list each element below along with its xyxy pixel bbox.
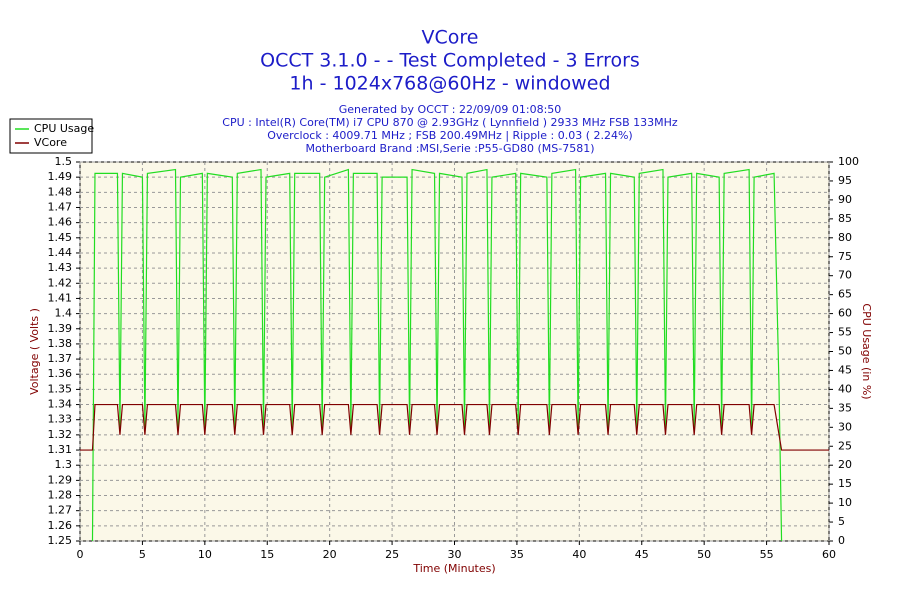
y-tick-label: 1.38: [48, 337, 73, 350]
y-tick-label: 1.26: [48, 519, 73, 532]
y-tick-label: 1.25: [48, 534, 73, 547]
chart-title: OCCT 3.1.0 - - Test Completed - 3 Errors: [260, 50, 640, 72]
y2-tick-label: 85: [838, 212, 852, 225]
y2-tick-label: 60: [838, 307, 852, 320]
y-axis-label: Voltage ( Volts ): [28, 308, 41, 395]
data-line: [91, 168, 783, 542]
chart-subtitle: Overclock : 4009.71 MHz ; FSB 200.49MHz …: [267, 129, 632, 142]
x-tick-label: 25: [385, 548, 399, 561]
x-tick-label: 15: [260, 548, 274, 561]
y2-tick-label: 40: [838, 382, 852, 395]
y-tick-label: 1.5: [55, 155, 73, 168]
x-tick-label: 20: [323, 548, 337, 561]
y2-tick-label: 80: [838, 231, 852, 244]
y2-tick-label: 100: [838, 155, 859, 168]
y2-tick-label: 30: [838, 420, 852, 433]
x-tick-label: 10: [198, 548, 212, 561]
y2-tick-label: 50: [838, 345, 852, 358]
x-tick-label: 30: [448, 548, 462, 561]
chart-title: 1h - 1024x768@60Hz - windowed: [289, 73, 610, 95]
legend-label: CPU Usage: [34, 122, 94, 135]
x-tick-label: 50: [697, 548, 711, 561]
y-tick-label: 1.48: [48, 185, 73, 198]
y2-tick-label: 5: [838, 515, 845, 528]
y-tick-label: 1.3: [55, 458, 73, 471]
plot-area: [79, 161, 830, 542]
y-tick-label: 1.31: [48, 443, 73, 456]
y-tick-label: 1.43: [48, 261, 73, 274]
y-tick-label: 1.28: [48, 489, 73, 502]
x-tick-label: 45: [635, 548, 649, 561]
y2-tick-label: 15: [838, 477, 852, 490]
y-tick-label: 1.45: [48, 231, 73, 244]
y-tick-label: 1.34: [48, 398, 73, 411]
x-tick-label: 35: [510, 548, 524, 561]
y2-tick-label: 70: [838, 269, 852, 282]
y2-tick-label: 0: [838, 534, 845, 547]
y2-tick-label: 65: [838, 288, 852, 301]
y2-tick-label: 10: [838, 496, 852, 509]
chart-subtitle: CPU : Intel(R) Core(TM) i7 CPU 870 @ 2.9…: [222, 116, 678, 129]
y2-tick-label: 35: [838, 401, 852, 414]
chart-title: VCore: [422, 27, 479, 49]
y-tick-label: 1.32: [48, 428, 73, 441]
y-tick-label: 1.47: [48, 200, 73, 213]
y-tick-label: 1.44: [48, 246, 73, 259]
y-tick-label: 1.36: [48, 367, 73, 380]
y2-tick-label: 95: [838, 174, 852, 187]
y-tick-label: 1.49: [48, 170, 73, 183]
y-tick-label: 1.35: [48, 382, 73, 395]
x-tick-label: 60: [822, 548, 836, 561]
y2-tick-label: 90: [838, 193, 852, 206]
y2-tick-label: 25: [838, 439, 852, 452]
x-tick-label: 40: [572, 548, 586, 561]
y-tick-label: 1.4: [55, 307, 73, 320]
y-tick-label: 1.33: [48, 413, 73, 426]
chart-subtitle: Generated by OCCT : 22/09/09 01:08:50: [339, 103, 562, 116]
x-tick-label: 55: [760, 548, 774, 561]
y-tick-label: 1.39: [48, 322, 73, 335]
x-tick-label: 5: [139, 548, 146, 561]
x-axis-label: Time (Minutes): [412, 562, 495, 575]
y-tick-label: 1.46: [48, 216, 73, 229]
x-tick-label: 0: [77, 548, 84, 561]
data-line: [80, 403, 829, 451]
y2-tick-label: 20: [838, 458, 852, 471]
y2-tick-label: 45: [838, 363, 852, 376]
y2-tick-label: 55: [838, 326, 852, 339]
chart-subtitle: Motherboard Brand :MSI,Serie :P55-GD80 (…: [305, 142, 594, 155]
y-tick-label: 1.41: [48, 291, 73, 304]
y-tick-label: 1.37: [48, 352, 73, 365]
y-tick-label: 1.29: [48, 473, 73, 486]
y2-axis-label: CPU Usage (in %): [860, 303, 873, 399]
legend-box: [9, 118, 93, 154]
legend-label: VCore: [34, 136, 67, 149]
y2-tick-label: 75: [838, 250, 852, 263]
y-tick-label: 1.42: [48, 276, 73, 289]
y-tick-label: 1.27: [48, 504, 73, 517]
